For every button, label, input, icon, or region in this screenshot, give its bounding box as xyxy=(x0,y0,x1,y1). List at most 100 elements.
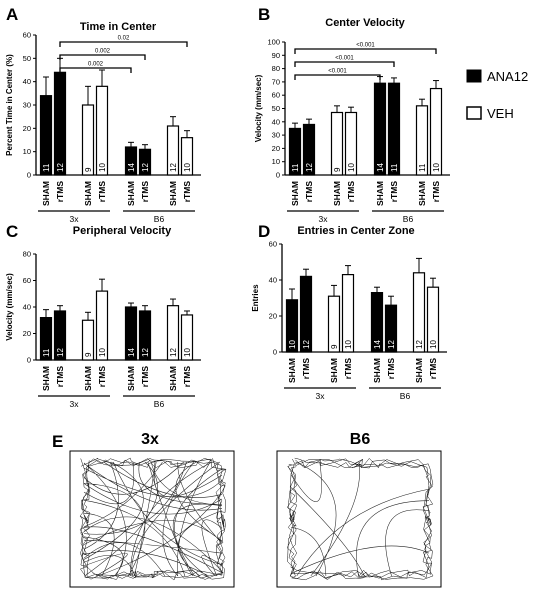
y-axis-label: Velocity (mm/sec) xyxy=(254,74,263,142)
panel-label-d: D xyxy=(258,222,270,241)
y-tick-label: 20 xyxy=(23,124,31,133)
chart-title: Peripheral Velocity xyxy=(73,225,172,237)
y-tick-label: 100 xyxy=(267,38,280,47)
y-tick-label: 30 xyxy=(272,131,280,140)
panel-label-a: A xyxy=(6,5,18,24)
bar xyxy=(53,71,67,176)
y-tick-label: 20 xyxy=(23,329,31,338)
category-label: SHAM xyxy=(126,366,136,391)
y-tick-label: 60 xyxy=(272,91,280,100)
n-label: 14 xyxy=(376,163,385,172)
category-label: rTMS xyxy=(343,358,353,380)
category-label: rTMS xyxy=(97,181,107,203)
category-label: rTMS xyxy=(431,181,441,203)
chart-b: Center Velocity 0 10 20 30 40 50 60 70 80 90 100 Vel… xyxy=(254,17,450,224)
category-label: rTMS xyxy=(55,366,65,388)
group-label: B6 xyxy=(403,214,414,224)
n-label: 12 xyxy=(302,340,311,349)
track-perimeter-path xyxy=(79,457,227,581)
chart-d: Entries in Center Zone 0 20 40 60 Entries 10 SH… xyxy=(251,225,447,401)
group-label: 3x xyxy=(316,391,326,401)
n-label: 12 xyxy=(415,340,424,349)
category-label: rTMS xyxy=(182,181,192,203)
y-tick-label: 40 xyxy=(23,77,31,86)
bar xyxy=(327,295,341,353)
legend-label-ana12: ANA12 xyxy=(487,69,528,84)
chart-c: Peripheral Velocity 0 20 40 60 80 Velocity (mm… xyxy=(5,225,201,409)
n-label: 12 xyxy=(56,163,65,172)
category-label: rTMS xyxy=(386,358,396,380)
significance-bracket xyxy=(294,61,395,67)
bar-charts: Time in Center 0 10 20 30 40 50 60 Percent Time … xyxy=(5,17,450,409)
significance-label: 0.002 xyxy=(95,49,111,55)
panel-label-e: E xyxy=(52,432,63,451)
n-label: 11 xyxy=(291,163,300,172)
n-label: 12 xyxy=(387,340,396,349)
category-label: SHAM xyxy=(168,181,178,206)
bar xyxy=(330,111,344,176)
y-tick-label: 20 xyxy=(269,312,277,321)
y-tick-label: 0 xyxy=(276,171,280,180)
track-plot-3x xyxy=(79,457,227,581)
legend-swatch-ana12 xyxy=(466,69,482,83)
n-label: 11 xyxy=(390,163,399,172)
significance-label: 0.002 xyxy=(88,62,104,68)
category-label: SHAM xyxy=(83,366,93,391)
bar xyxy=(373,82,387,176)
n-label: 14 xyxy=(127,163,136,172)
chart-title: Time in Center xyxy=(80,21,157,33)
category-label: SHAM xyxy=(287,358,297,383)
track-frame-3x xyxy=(69,450,235,588)
y-tick-label: 0 xyxy=(273,348,277,357)
category-label: rTMS xyxy=(97,366,107,388)
n-label: 11 xyxy=(418,163,427,172)
y-tick-label: 20 xyxy=(272,144,280,153)
category-label: SHAM xyxy=(332,181,342,206)
category-label: rTMS xyxy=(301,358,311,380)
group-label: B6 xyxy=(154,399,165,409)
n-label: 9 xyxy=(84,167,93,172)
y-tick-label: 50 xyxy=(272,104,280,113)
n-label: 12 xyxy=(141,163,150,172)
group-label: 3x xyxy=(70,399,80,409)
n-label: 12 xyxy=(305,163,314,172)
group-label: B6 xyxy=(154,214,165,224)
bar xyxy=(95,85,109,176)
panel-label-b: B xyxy=(258,5,270,24)
category-label: SHAM xyxy=(83,181,93,206)
y-tick-label: 80 xyxy=(23,250,31,259)
track-perimeter-path xyxy=(286,457,434,581)
n-label: 10 xyxy=(98,163,107,172)
significance-bracket xyxy=(294,48,437,54)
bar xyxy=(429,87,443,176)
group-label: 3x xyxy=(319,214,329,224)
legend-swatch-veh xyxy=(466,106,482,120)
significance-label: <0.001 xyxy=(335,56,354,62)
category-label: rTMS xyxy=(182,366,192,388)
y-tick-label: 80 xyxy=(272,64,280,73)
chart-title: Entries in Center Zone xyxy=(297,225,414,237)
group-label: B6 xyxy=(400,391,411,401)
y-tick-label: 0 xyxy=(27,171,31,180)
legend-label-veh: VEH xyxy=(487,106,514,121)
n-label: 14 xyxy=(127,348,136,357)
category-label: rTMS xyxy=(55,181,65,203)
n-label: 11 xyxy=(42,163,51,172)
n-label: 9 xyxy=(330,344,339,349)
track-crossing-path xyxy=(83,461,223,577)
y-tick-label: 0 xyxy=(27,356,31,365)
category-label: rTMS xyxy=(140,366,150,388)
track-title-3x: 3x xyxy=(141,431,159,448)
bar xyxy=(39,95,53,176)
n-label: 10 xyxy=(429,340,438,349)
y-tick-label: 70 xyxy=(272,77,280,86)
n-label: 10 xyxy=(183,163,192,172)
category-label: rTMS xyxy=(389,181,399,203)
category-label: SHAM xyxy=(414,358,424,383)
n-label: 10 xyxy=(347,163,356,172)
significance-label: <0.001 xyxy=(356,43,375,49)
significance-label: 0.02 xyxy=(118,36,130,42)
y-tick-label: 40 xyxy=(23,303,31,312)
n-label: 12 xyxy=(169,348,178,357)
